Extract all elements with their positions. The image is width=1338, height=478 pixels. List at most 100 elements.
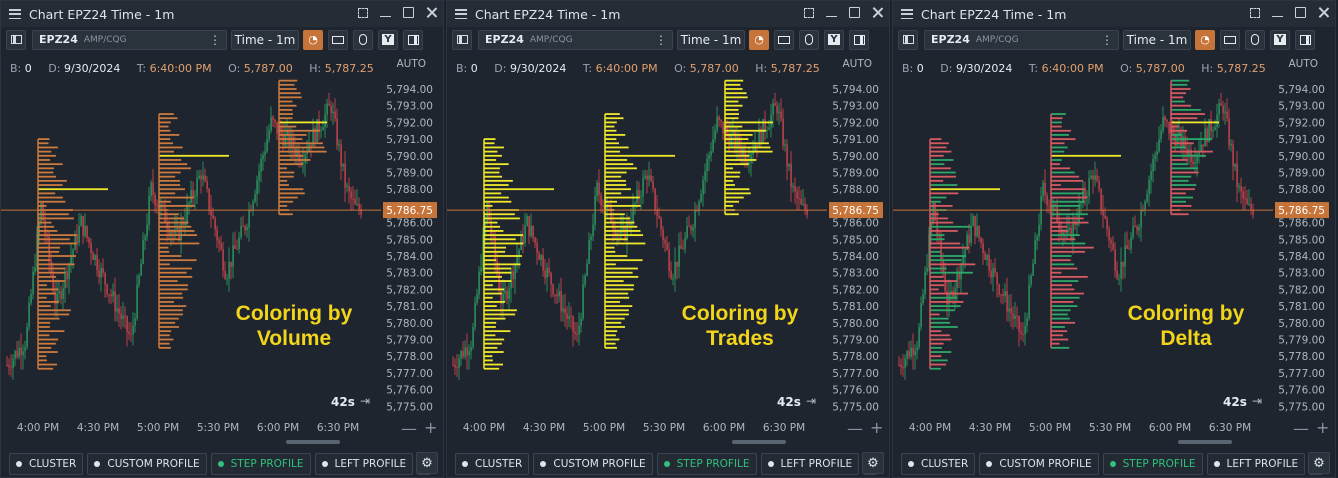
candle-body xyxy=(708,155,710,160)
profile-bar xyxy=(930,205,953,207)
mode-button-cluster[interactable]: CLUSTER xyxy=(455,453,530,475)
timeframe-selector[interactable]: Time - 1m xyxy=(1123,29,1191,50)
auto-scale-button[interactable]: AUTO xyxy=(396,58,426,70)
more-options-icon[interactable]: ⋮ xyxy=(1101,32,1113,47)
mode-button-cluster[interactable]: CLUSTER xyxy=(9,453,84,475)
profile-bar xyxy=(930,259,962,262)
chart-canvas[interactable]: 5,794.00 5,793.00 5,792.00 5,791.00 5,790.00… xyxy=(1,1,444,449)
auto-scale-button[interactable]: AUTO xyxy=(1288,58,1318,70)
chart-canvas[interactable]: 5,794.00 5,793.00 5,792.00 5,791.00 5,790.00… xyxy=(893,1,1336,449)
profile-bar xyxy=(930,292,968,295)
mode-button-custom-profile[interactable]: CUSTOM PROFILE xyxy=(87,453,207,475)
minimize-icon[interactable] xyxy=(1272,7,1283,18)
candle-body xyxy=(102,267,104,273)
candle-body xyxy=(1144,201,1146,211)
symbol-selector[interactable]: EPZ24 AMP/CQG ⋮ xyxy=(32,29,227,50)
chart-settings-icon[interactable]: ◔ xyxy=(749,29,769,50)
candle-body xyxy=(1150,171,1152,181)
mode-button-custom-profile[interactable]: CUSTOM PROFILE xyxy=(979,453,1099,475)
chart-settings-icon[interactable]: ◔ xyxy=(303,29,323,50)
candle-body xyxy=(1220,103,1222,106)
mouse-icon[interactable] xyxy=(1245,29,1265,50)
zoom-in-icon[interactable]: + xyxy=(870,418,884,437)
candle-body xyxy=(526,215,528,227)
mode-button-step-profile[interactable]: STEP PROFILE xyxy=(1102,453,1203,475)
maximize-icon[interactable] xyxy=(403,7,414,18)
more-options-icon[interactable]: ⋮ xyxy=(209,32,221,47)
expand-icon[interactable] xyxy=(804,7,814,18)
profile-bar xyxy=(484,263,521,266)
mode-button-cluster[interactable]: CLUSTER xyxy=(901,453,976,475)
menu-icon[interactable] xyxy=(455,9,467,19)
keyboard-icon[interactable] xyxy=(1220,29,1240,50)
mode-button-step-profile[interactable]: STEP PROFILE xyxy=(210,453,311,475)
horizontal-scrollbar[interactable] xyxy=(732,440,786,444)
right-panel-toggle-icon[interactable] xyxy=(849,29,869,50)
mode-button-custom-profile[interactable]: CUSTOM PROFILE xyxy=(533,453,653,475)
price-tick-label: 5,794.00 xyxy=(1278,84,1325,96)
keyboard-icon[interactable] xyxy=(328,29,348,50)
time-tick-label: 5:00 PM xyxy=(137,422,179,434)
mode-button-left-profile[interactable]: LEFT PROFILE xyxy=(314,453,414,475)
scroll-to-end-icon[interactable]: ⇥ xyxy=(360,394,371,408)
price-tick-label: 5,781.00 xyxy=(832,301,879,313)
mouse-icon[interactable] xyxy=(353,29,373,50)
y-scale-icon[interactable]: Y xyxy=(1270,29,1290,50)
bar-countdown: 42s xyxy=(1223,395,1247,409)
timeframe-selector[interactable]: Time - 1m xyxy=(231,29,299,50)
minimize-icon[interactable] xyxy=(380,7,391,18)
profile-bar xyxy=(38,367,54,370)
menu-icon[interactable] xyxy=(901,9,913,19)
price-tick-label: 5,782.00 xyxy=(832,284,879,296)
scroll-to-end-icon[interactable]: ⇥ xyxy=(806,394,817,408)
horizontal-scrollbar[interactable] xyxy=(286,440,340,444)
candle-body xyxy=(262,155,264,160)
auto-scale-button[interactable]: AUTO xyxy=(842,58,872,70)
candle-body xyxy=(640,196,642,198)
chart-settings-icon[interactable]: ◔ xyxy=(1195,29,1215,50)
profile-bar xyxy=(930,230,958,232)
candle-body xyxy=(350,191,352,199)
zoom-in-icon[interactable]: + xyxy=(1316,418,1330,437)
gear-icon[interactable]: ⚙ xyxy=(1308,452,1330,474)
zoom-out-icon[interactable]: — xyxy=(847,419,863,438)
right-panel-toggle-icon[interactable] xyxy=(403,29,423,50)
sidebar-toggle-button[interactable] xyxy=(6,29,26,50)
profile-bar xyxy=(159,142,174,145)
chart-canvas[interactable]: 5,794.00 5,793.00 5,792.00 5,791.00 5,790.00… xyxy=(447,1,890,449)
mode-button-left-profile[interactable]: LEFT PROFILE xyxy=(760,453,860,475)
more-options-icon[interactable]: ⋮ xyxy=(655,32,667,47)
profile-bar xyxy=(484,175,503,178)
menu-icon[interactable] xyxy=(9,9,21,19)
keyboard-icon[interactable] xyxy=(774,29,794,50)
zoom-out-icon[interactable]: — xyxy=(1293,419,1309,438)
sidebar-toggle-button[interactable] xyxy=(898,29,918,50)
candle-body xyxy=(104,272,106,285)
profile-bar xyxy=(38,179,67,182)
zoom-in-icon[interactable]: + xyxy=(424,418,438,437)
scroll-to-end-icon[interactable]: ⇥ xyxy=(1252,394,1263,408)
timeframe-selector[interactable]: Time - 1m xyxy=(677,29,745,50)
maximize-icon[interactable] xyxy=(1295,7,1306,18)
minimize-icon[interactable] xyxy=(826,7,837,18)
y-scale-icon[interactable]: Y xyxy=(378,29,398,50)
candle-body xyxy=(468,351,470,356)
mode-button-step-profile[interactable]: STEP PROFILE xyxy=(656,453,757,475)
candle-body xyxy=(1036,236,1038,241)
y-scale-icon[interactable]: Y xyxy=(824,29,844,50)
symbol-selector[interactable]: EPZ24 AMP/CQG ⋮ xyxy=(924,29,1119,50)
sidebar-toggle-button[interactable] xyxy=(452,29,472,50)
gear-icon[interactable]: ⚙ xyxy=(416,452,438,474)
symbol-selector[interactable]: EPZ24 AMP/CQG ⋮ xyxy=(478,29,673,50)
expand-icon[interactable] xyxy=(358,7,368,18)
horizontal-scrollbar[interactable] xyxy=(1178,440,1232,444)
gear-icon[interactable]: ⚙ xyxy=(862,452,884,474)
mouse-icon[interactable] xyxy=(799,29,819,50)
maximize-icon[interactable] xyxy=(849,7,860,18)
expand-icon[interactable] xyxy=(1250,7,1260,18)
right-panel-toggle-icon[interactable] xyxy=(1295,29,1315,50)
candle-body xyxy=(994,267,996,273)
window-controls xyxy=(804,7,883,18)
zoom-out-icon[interactable]: — xyxy=(401,419,417,438)
mode-button-left-profile[interactable]: LEFT PROFILE xyxy=(1206,453,1306,475)
